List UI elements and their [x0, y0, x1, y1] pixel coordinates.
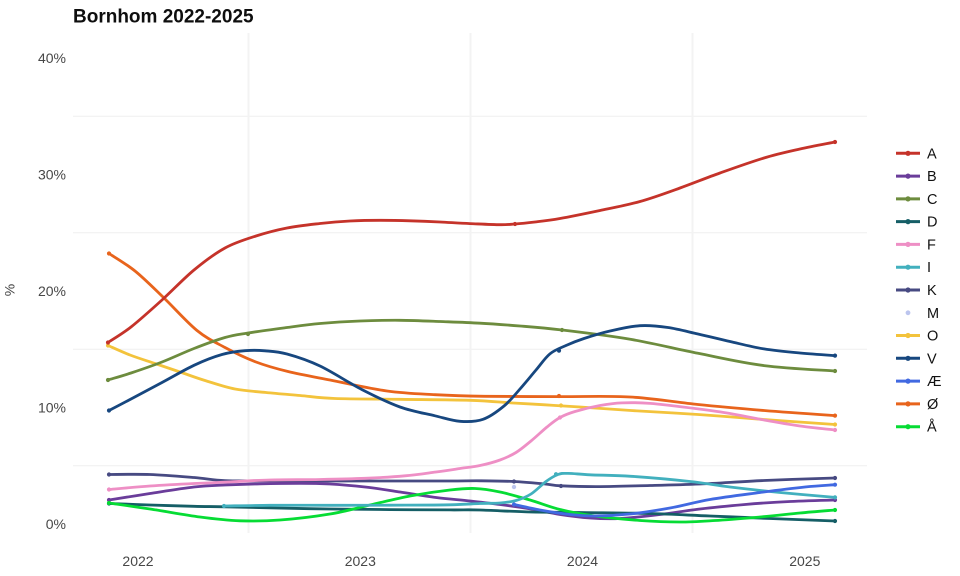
svg-text:0%: 0% [46, 516, 66, 532]
svg-text:2023: 2023 [345, 553, 376, 569]
svg-text:Æ: Æ [927, 374, 942, 390]
svg-text:2025: 2025 [789, 553, 820, 569]
svg-text:Å: Å [927, 419, 937, 436]
svg-text:40%: 40% [38, 50, 66, 66]
svg-text:I: I [927, 260, 931, 276]
svg-text:M: M [927, 306, 939, 322]
svg-text:V: V [927, 351, 937, 367]
svg-text:C: C [927, 192, 937, 208]
svg-text:2022: 2022 [122, 553, 153, 569]
svg-text:Ø: Ø [927, 397, 938, 413]
svg-text:20%: 20% [38, 283, 66, 299]
svg-text:%: % [2, 284, 18, 296]
svg-text:B: B [927, 169, 937, 185]
svg-text:F: F [927, 237, 936, 253]
svg-text:2024: 2024 [567, 553, 598, 569]
svg-text:D: D [927, 215, 937, 231]
svg-text:Bornhom 2022-2025: Bornhom 2022-2025 [73, 6, 254, 27]
svg-text:30%: 30% [38, 166, 66, 182]
svg-text:10%: 10% [38, 399, 66, 415]
svg-text:K: K [927, 283, 937, 299]
svg-text:A: A [927, 146, 937, 162]
svg-text:O: O [927, 329, 938, 345]
